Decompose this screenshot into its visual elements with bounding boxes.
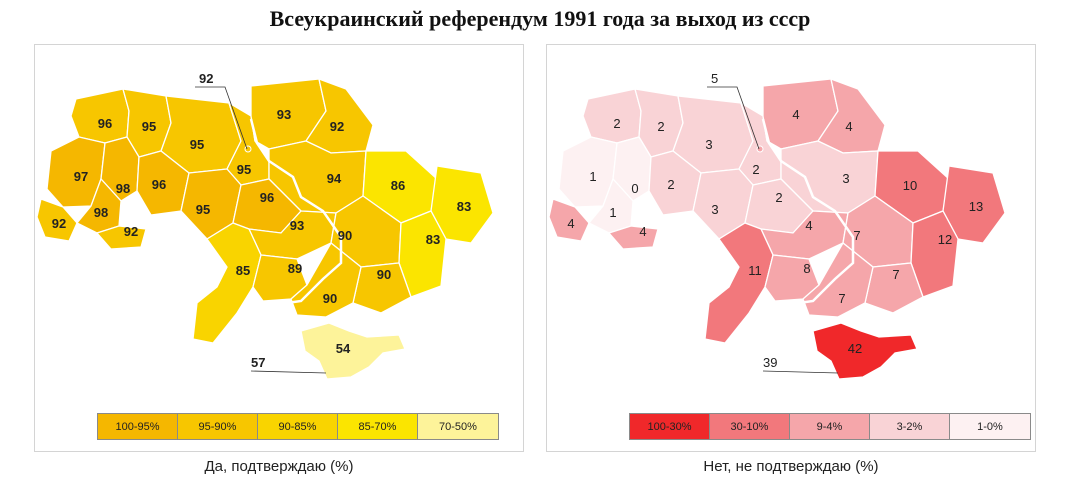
page-title: Всеукраинский референдум 1991 года за вы… — [269, 6, 811, 31]
yes-map-panel: 92 57 96 95 95 93 92 97 98 96 95 94 86 8… — [34, 44, 524, 452]
yes-legend-item: 85-70% — [338, 414, 418, 439]
no-callout-kyiv-line — [707, 86, 760, 150]
yes-label-kirovohrad: 93 — [290, 218, 304, 233]
river-dnipro — [761, 118, 855, 305]
yes-label-vinnytsia: 95 — [196, 202, 210, 217]
yes-label-zhytomyr: 95 — [190, 137, 204, 152]
no-label-cherkasy: 2 — [775, 190, 782, 205]
yes-label-volyn: 96 — [98, 116, 112, 131]
no-label-kyiv-oblast: 2 — [752, 162, 759, 177]
no-map: 5 39 2 2 3 4 4 1 0 2 2 3 10 13 4 1 4 3 2… — [548, 71, 1006, 380]
yes-label-ternopil: 98 — [116, 181, 130, 196]
no-label-zaporizhzhia: 7 — [892, 267, 899, 282]
yes-legend-item: 90-85% — [258, 414, 338, 439]
no-label-kyiv-city: 5 — [711, 71, 718, 86]
yes-label-zaporizhzhia: 90 — [377, 267, 391, 282]
region-chernivtsi — [607, 225, 659, 250]
no-map-panel: 5 39 2 2 3 4 4 1 0 2 2 3 10 13 4 1 4 3 2… — [546, 44, 1036, 452]
no-legend: 100-30% 30-10% 9-4% 3-2% 1-0% — [629, 413, 1031, 440]
yes-label-luhansk: 83 — [457, 199, 471, 214]
no-label-chernivtsi: 4 — [639, 224, 646, 239]
no-label-sumy: 4 — [845, 119, 852, 134]
yes-label-kharkiv: 86 — [391, 178, 405, 193]
no-callout-sevastopol-line — [762, 370, 839, 374]
no-label-ivano-frankivsk: 1 — [609, 205, 616, 220]
yes-legend: 100-95% 95-90% 90-85% 85-70% 70-50% — [97, 413, 499, 440]
no-label-odesa: 11 — [748, 263, 762, 278]
no-label-zakarpattia: 4 — [567, 216, 574, 231]
no-label-rivne: 2 — [657, 119, 664, 134]
yes-label-lviv: 97 — [74, 169, 88, 184]
yes-label-sumy: 92 — [330, 119, 344, 134]
yes-label-odesa: 85 — [236, 263, 250, 278]
no-label-poltava: 3 — [842, 171, 849, 186]
no-label-lviv: 1 — [589, 169, 596, 184]
region-odesa — [192, 222, 262, 344]
region-crimea — [300, 322, 406, 380]
no-label-kirovohrad: 4 — [805, 218, 812, 233]
no-label-vinnytsia: 3 — [711, 202, 718, 217]
yes-label-khmelnytskyi: 96 — [152, 177, 166, 192]
yes-label-ivano-frankivsk: 98 — [94, 205, 108, 220]
region-volyn — [582, 88, 642, 144]
river-dnipro — [249, 118, 343, 305]
no-label-mykolaiv: 8 — [803, 261, 810, 276]
no-label-sevastopol: 39 — [763, 355, 777, 370]
yes-label-chernihiv: 93 — [277, 107, 291, 122]
yes-label-cherkasy: 96 — [260, 190, 274, 205]
yes-label-dnipropetrovsk: 90 — [338, 228, 352, 243]
yes-label-crimea: 54 — [336, 341, 351, 356]
region-kherson — [802, 242, 874, 318]
region-zakarpattia — [36, 198, 78, 242]
yes-map: 92 57 96 95 95 93 92 97 98 96 95 94 86 8… — [36, 71, 494, 380]
no-legend-item: 1-0% — [950, 414, 1030, 439]
yes-label-kherson: 90 — [323, 291, 337, 306]
no-label-volyn: 2 — [613, 116, 620, 131]
yes-callout-kyiv-line — [195, 86, 248, 150]
yes-label-poltava: 94 — [327, 171, 342, 186]
region-odesa — [704, 222, 774, 344]
no-label-chernihiv: 4 — [792, 107, 799, 122]
region-kherson — [290, 242, 362, 318]
no-label-kharkiv: 10 — [903, 178, 917, 193]
no-label-dnipropetrovsk: 7 — [853, 228, 860, 243]
region-crimea — [812, 322, 918, 380]
region-chernivtsi — [95, 225, 147, 250]
yes-label-zakarpattia: 92 — [52, 216, 66, 231]
no-label-luhansk: 13 — [969, 199, 983, 214]
no-legend-item: 30-10% — [710, 414, 790, 439]
yes-label-mykolaiv: 89 — [288, 261, 302, 276]
region-zakarpattia — [548, 198, 590, 242]
yes-caption: Да, подтверждаю (%) — [204, 458, 354, 475]
yes-label-chernivtsi: 92 — [124, 224, 138, 239]
no-label-donetsk: 12 — [938, 232, 952, 247]
yes-label-kyiv-oblast: 95 — [237, 162, 251, 177]
no-label-khmelnytskyi: 2 — [667, 177, 674, 192]
yes-label-kyiv-city: 92 — [199, 71, 213, 86]
no-label-zhytomyr: 3 — [705, 137, 712, 152]
yes-label-donetsk: 83 — [426, 232, 440, 247]
no-label-kherson: 7 — [838, 291, 845, 306]
no-label-crimea: 42 — [848, 341, 862, 356]
no-legend-item: 9-4% — [790, 414, 870, 439]
no-legend-item: 3-2% — [870, 414, 950, 439]
no-legend-item: 100-30% — [630, 414, 710, 439]
yes-legend-item: 100-95% — [98, 414, 178, 439]
yes-label-rivne: 95 — [142, 119, 156, 134]
no-label-ternopil: 0 — [631, 181, 638, 196]
yes-label-sevastopol: 57 — [251, 355, 265, 370]
yes-legend-item: 95-90% — [178, 414, 258, 439]
yes-legend-item: 70-50% — [418, 414, 498, 439]
yes-callout-sevastopol-line — [250, 370, 327, 374]
no-caption: Нет, не подтверждаю (%) — [703, 458, 879, 475]
